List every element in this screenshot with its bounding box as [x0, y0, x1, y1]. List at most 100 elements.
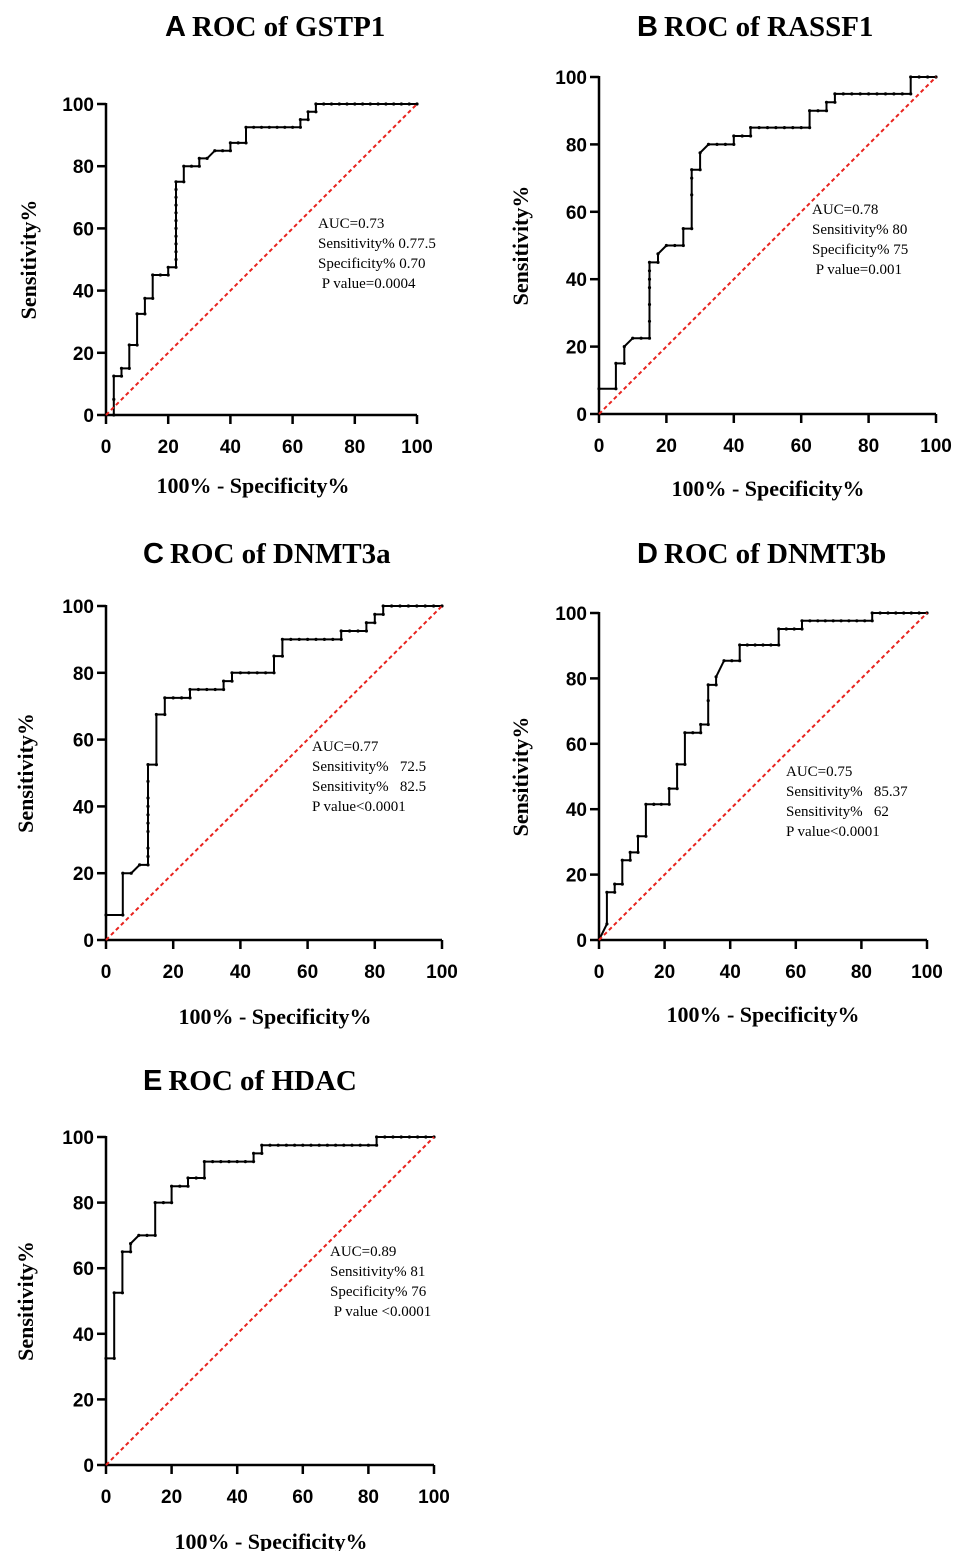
roc-point: [883, 92, 888, 96]
stat-annotation: Specificity% 75: [812, 242, 908, 258]
roc-point: [275, 125, 279, 129]
stat-annotation: Sensitivity% 80: [812, 222, 907, 238]
y-tick-label: 0: [576, 931, 587, 952]
roc-point: [383, 1135, 387, 1139]
roc-point: [636, 850, 640, 855]
roc-point: [174, 180, 178, 184]
roc-point: [808, 619, 812, 623]
roc-point: [656, 252, 660, 256]
roc-point: [376, 102, 380, 106]
roc-point: [800, 619, 804, 623]
y-tick-label: 80: [73, 157, 94, 178]
roc-point: [334, 1143, 338, 1147]
roc-point: [831, 619, 835, 623]
roc-point: [301, 1143, 305, 1147]
roc-point: [129, 1250, 133, 1254]
roc-point: [146, 779, 150, 784]
roc-point: [398, 604, 402, 608]
x-axis-label: 100% - Specificity%: [174, 1529, 367, 1551]
roc-point: [614, 361, 618, 365]
roc-point: [186, 1184, 190, 1188]
roc-point: [197, 156, 201, 160]
roc-point: [146, 796, 150, 800]
roc-point: [631, 336, 635, 340]
roc-point: [715, 142, 719, 146]
y-tick-label: 60: [73, 219, 94, 240]
roc-point: [291, 125, 295, 129]
roc-point: [219, 1160, 223, 1164]
roc-point: [112, 413, 116, 417]
roc-point: [289, 637, 293, 642]
roc-point: [381, 604, 385, 608]
roc-point: [620, 858, 624, 862]
stat-annotation: Sensitivity% 72.5: [312, 759, 426, 775]
roc-point: [154, 712, 158, 717]
roc-point: [639, 336, 643, 340]
roc-point: [145, 1233, 149, 1237]
roc-point: [605, 890, 609, 894]
roc-point: [757, 126, 761, 130]
x-tick-label: 80: [358, 1487, 379, 1508]
roc-point: [683, 762, 687, 767]
x-tick-label: 80: [364, 962, 385, 983]
y-tick-label: 20: [73, 864, 94, 885]
roc-point: [894, 611, 898, 615]
roc-point: [833, 92, 837, 96]
x-tick-label: 20: [163, 962, 184, 983]
roc-point: [163, 712, 167, 717]
roc-point: [146, 829, 150, 834]
roc-point: [297, 637, 301, 642]
roc-point: [356, 629, 360, 633]
roc-point: [153, 1201, 157, 1205]
panel-title: D ROC of DNMT3b: [637, 538, 886, 570]
panel-title-text: ROC of DNMT3a: [170, 538, 391, 570]
roc-point: [706, 699, 710, 703]
roc-point: [213, 687, 217, 692]
panel-title: B ROC of RASSF1: [637, 11, 873, 43]
roc-point: [423, 604, 427, 608]
roc-point: [174, 257, 178, 262]
roc-point: [878, 611, 882, 615]
x-tick-label: 60: [292, 1487, 313, 1508]
roc-point: [345, 102, 349, 106]
roc-point: [647, 336, 652, 340]
roc-point: [272, 671, 276, 675]
x-tick-label: 20: [654, 962, 675, 983]
roc-point: [636, 834, 640, 838]
panel-letter: E: [143, 1065, 162, 1097]
roc-point: [174, 226, 178, 230]
roc-point: [322, 102, 326, 106]
roc-point: [855, 619, 859, 623]
panel-title: C ROC of DNMT3a: [143, 538, 391, 570]
roc-point: [205, 156, 209, 160]
roc-point: [171, 696, 175, 700]
roc-point: [364, 621, 368, 625]
roc-point: [698, 168, 702, 172]
roc-point: [614, 387, 618, 391]
roc-point: [135, 343, 139, 347]
x-tick-label: 100: [426, 962, 458, 983]
stat-annotation: AUC=0.78: [812, 202, 878, 218]
stat-annotation: Sensitivity% 82.5: [312, 779, 426, 795]
roc-point: [774, 126, 778, 130]
roc-point: [213, 149, 217, 153]
roc-point: [174, 195, 178, 199]
y-tick-label: 80: [73, 664, 94, 685]
roc-point: [306, 637, 310, 642]
roc-point: [255, 671, 259, 675]
roc-point: [613, 882, 617, 886]
stat-annotation: AUC=0.73: [318, 216, 384, 232]
roc-point: [706, 722, 710, 727]
roc-point: [738, 659, 742, 663]
stat-annotation: AUC=0.75: [786, 764, 852, 780]
roc-point: [228, 141, 232, 145]
roc-point: [808, 109, 812, 113]
roc-point: [644, 802, 648, 806]
roc-point: [416, 1135, 420, 1139]
roc-point: [745, 643, 749, 647]
roc-point: [314, 637, 318, 642]
roc-point: [622, 361, 626, 365]
roc-point: [228, 149, 232, 153]
stat-annotation: P value <0.0001: [330, 1304, 431, 1320]
y-tick-label: 40: [73, 282, 94, 303]
